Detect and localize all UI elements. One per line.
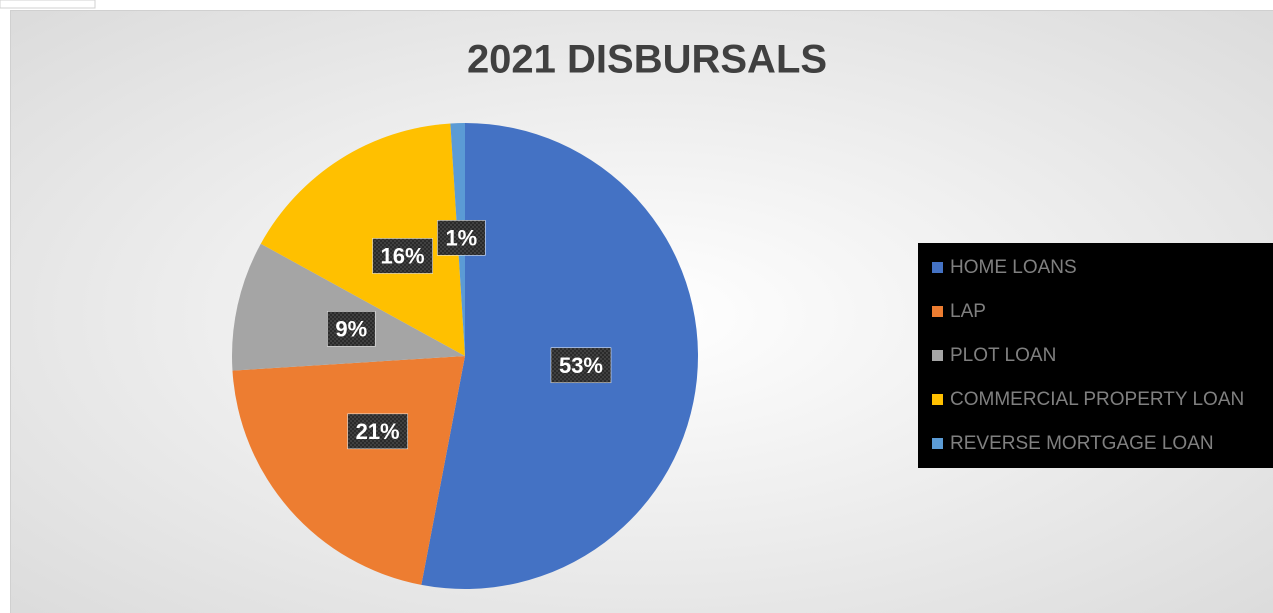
legend-label: REVERSE MORTGAGE LOAN [950, 433, 1214, 454]
pie-slice [232, 356, 465, 585]
data-label: 9% [335, 316, 367, 341]
legend-label: COMMERCIAL PROPERTY LOAN [950, 389, 1244, 410]
data-label-box [327, 311, 376, 347]
pie-slice [260, 123, 465, 356]
data-label-box [372, 238, 433, 274]
legend-swatch [932, 438, 943, 449]
data-label: 16% [381, 243, 425, 268]
data-label-box [550, 347, 612, 384]
legend-label: LAP [950, 301, 986, 322]
data-label: 53% [559, 353, 603, 378]
legend-swatch [932, 306, 943, 317]
chart-title: 2021 DISBURSALS [467, 38, 827, 82]
data-label: 1% [445, 225, 477, 250]
legend-swatch [932, 350, 943, 361]
data-label-box [437, 220, 486, 256]
pie-slice [232, 243, 465, 371]
legend-swatch [932, 262, 943, 273]
cell-fragment [0, 0, 96, 9]
legend-label: PLOT LOAN [950, 345, 1056, 366]
data-label-box [347, 413, 408, 450]
legend [918, 243, 1273, 468]
data-label: 21% [356, 419, 400, 444]
legend-label: HOME LOANS [950, 257, 1077, 278]
legend-swatch [932, 394, 943, 405]
